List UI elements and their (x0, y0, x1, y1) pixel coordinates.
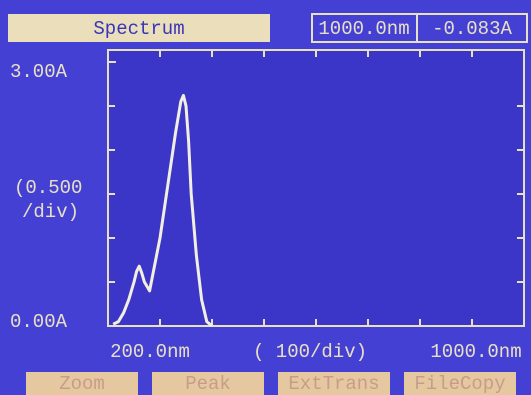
y-tick-label: 0.00A (10, 311, 68, 333)
button-label[interactable]: ExtTrans (288, 373, 379, 395)
screen-title: Spectrum (93, 18, 184, 40)
x-tick-label: 1000.0nm (430, 341, 521, 363)
y-tick-label: 3.00A (10, 61, 68, 83)
x-tick-label: 200.0nm (110, 341, 190, 363)
button-label[interactable]: Peak (185, 373, 231, 395)
plot-area (108, 50, 524, 326)
wavelength: 1000.0nm (318, 18, 409, 40)
y-scale-label: (0.500 (14, 177, 82, 199)
y-scale-label: /div) (22, 201, 79, 223)
button-label[interactable]: Zoom (59, 373, 105, 395)
absorbance: -0.083A (432, 18, 512, 40)
button-label[interactable]: FileCopy (414, 373, 505, 395)
page: Spectrum 1000.0nm -0.083A (0.500 /div) (… (0, 0, 531, 395)
x-axis-label: ( 100/div) (253, 341, 367, 363)
screen: Spectrum 1000.0nm -0.083A (0.500 /div) (… (0, 0, 531, 395)
